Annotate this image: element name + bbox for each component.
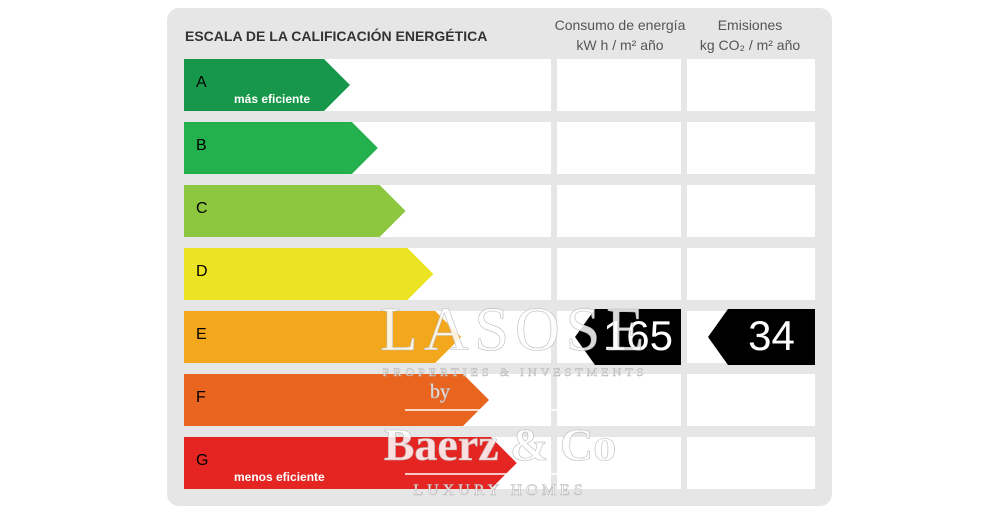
rating-letter: E xyxy=(196,326,207,343)
rating-letter: A xyxy=(196,74,207,91)
rating-arrow xyxy=(184,374,489,426)
watermark-subtitle: LUXURY HOMES xyxy=(413,482,586,499)
rating-arrow xyxy=(184,185,406,237)
watermark: LASOSE PROPERTIES & INVESTMENTS by Baerz… xyxy=(380,296,650,500)
rating-letter: D xyxy=(196,263,208,280)
watermark-name: Baerz & Co xyxy=(384,419,616,470)
value-arrow xyxy=(575,309,681,365)
value-cell xyxy=(687,185,815,237)
rating-arrow xyxy=(184,59,350,111)
rating-arrow xyxy=(184,311,462,363)
rating-letter: B xyxy=(196,137,207,154)
value-arrow xyxy=(708,309,815,365)
rating-letter: G xyxy=(196,452,208,469)
rating-note: más eficiente xyxy=(234,92,310,106)
watermark-tagline: PROPERTIES & INVESTMENTS xyxy=(383,365,648,379)
value-cell xyxy=(557,122,681,174)
value-cell xyxy=(557,437,681,489)
value-cell xyxy=(557,248,681,300)
value-cell xyxy=(687,122,815,174)
column-unit: kg CO₂ / m² año xyxy=(700,37,801,53)
value-cell xyxy=(557,374,681,426)
column-header: Emisiones xyxy=(718,17,783,33)
column-unit: kW h / m² año xyxy=(576,37,663,53)
value-cell xyxy=(687,59,815,111)
watermark-brand: LASOSE xyxy=(380,296,650,364)
value-cell xyxy=(557,185,681,237)
title: ESCALA DE LA CALIFICACIÓN ENERGÉTICA xyxy=(185,27,487,44)
value-cell xyxy=(557,59,681,111)
rating-arrow xyxy=(184,437,517,489)
rating-arrow xyxy=(184,248,434,300)
watermark-by: by xyxy=(430,381,450,403)
rating-letter: F xyxy=(196,389,206,406)
value: 34 xyxy=(748,312,795,359)
rating-arrow xyxy=(184,122,378,174)
column-header: Consumo de energía xyxy=(555,17,686,33)
value-cell xyxy=(687,437,815,489)
value-cell xyxy=(687,248,815,300)
rating-letter: C xyxy=(196,200,208,217)
rating-note: menos eficiente xyxy=(234,470,325,484)
value: 165 xyxy=(603,312,673,359)
value-cell xyxy=(687,374,815,426)
